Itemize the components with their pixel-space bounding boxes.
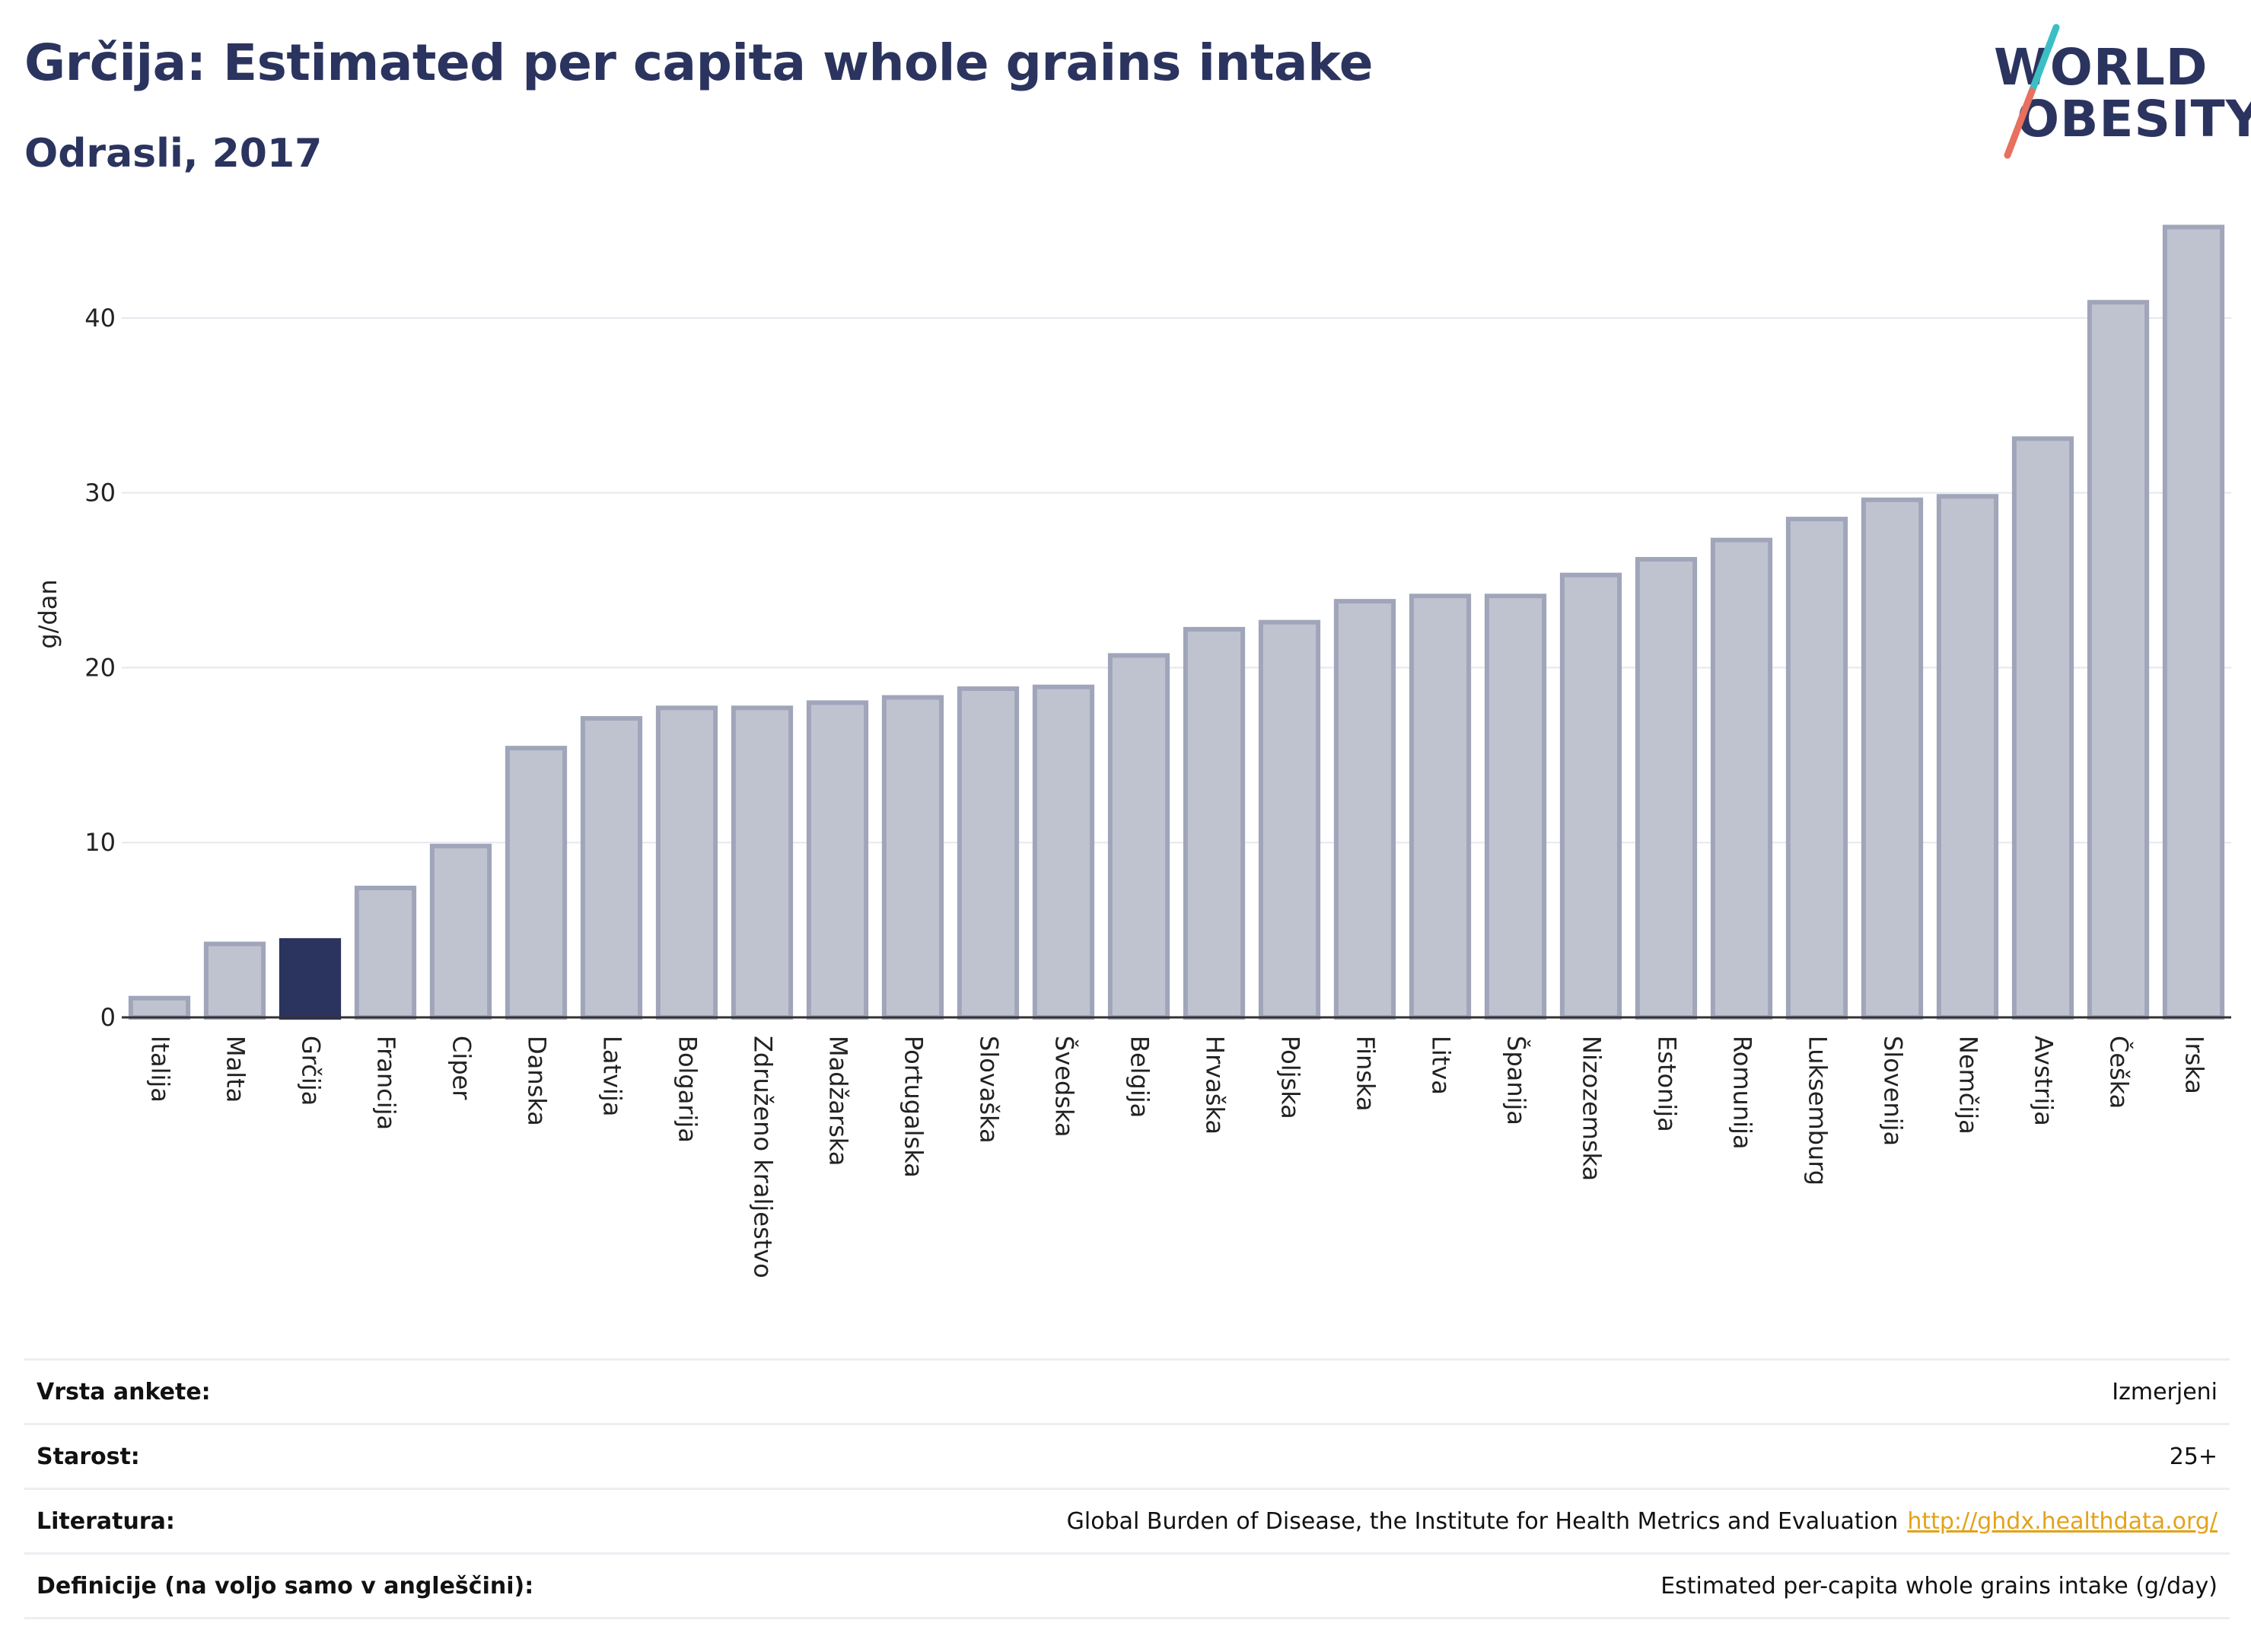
x-tick-label: Poljska (1276, 1036, 1305, 1119)
x-tick-label: Združeno kraljestvo (749, 1036, 778, 1278)
bar[interactable] (1258, 619, 1321, 1020)
x-tick-label: Hrvaška (1201, 1036, 1230, 1135)
x-tick-label: Latvija (598, 1036, 627, 1116)
x-tick-label: Nemčija (1954, 1036, 1983, 1135)
bar[interactable] (806, 700, 869, 1020)
x-tick-label: Danska (523, 1036, 552, 1126)
y-tick-label: 30 (84, 479, 116, 508)
info-label: Vrsta ankete: (37, 1378, 211, 1405)
info-row: Literatura: Global Burden of Disease, the… (24, 1488, 2230, 1552)
x-tick-label: Francija (372, 1036, 401, 1130)
x-tick-label: Grčija (297, 1036, 326, 1106)
bar[interactable] (279, 937, 342, 1020)
logo-line-2: OBESITY (2017, 90, 2251, 148)
bar[interactable] (1710, 537, 1773, 1020)
bar[interactable] (128, 995, 191, 1020)
x-tick-label: Ciper (447, 1036, 476, 1100)
bar[interactable] (505, 746, 568, 1020)
bar[interactable] (1559, 572, 1622, 1020)
info-row: Vrsta ankete: Izmerjeni (24, 1358, 2230, 1423)
bar[interactable] (957, 686, 1020, 1020)
page-subtitle: Odrasli, 2017 (24, 131, 323, 177)
y-axis-label: g/dan (33, 579, 62, 648)
x-tick-label: Bolgarija (673, 1036, 702, 1143)
info-value-wrap: Global Burden of Disease, the Institute … (1067, 1508, 2218, 1535)
x-tick-label: Švedska (1050, 1036, 1080, 1138)
x-axis-ticks: Italija Malta Grčija Francija Ciper Danska Lat… (146, 1036, 2209, 1278)
x-tick-label: Belgija (1126, 1036, 1154, 1118)
bar[interactable] (1785, 517, 1848, 1020)
x-tick-label: Španija (1502, 1036, 1532, 1125)
bar[interactable] (2011, 436, 2074, 1020)
x-tick-label: Nizozemska (1578, 1036, 1606, 1181)
bar[interactable] (1333, 599, 1396, 1020)
y-axis-ticks: 0 10 20 30 40 (84, 304, 116, 1032)
info-table: Vrsta ankete: Izmerjeni Starost: 25+ Literat… (24, 1358, 2230, 1619)
source-link[interactable]: http://ghdx.healthdata.org/ (1907, 1507, 2218, 1535)
x-tick-label: Estonija (1653, 1036, 1682, 1132)
bar[interactable] (1635, 556, 1698, 1020)
x-tick-label: Avstrija (2030, 1036, 2058, 1126)
bar[interactable] (655, 705, 718, 1020)
bar[interactable] (1183, 626, 1246, 1020)
y-tick-label: 10 (84, 828, 116, 857)
y-tick-label: 0 (100, 1003, 116, 1032)
info-value: Izmerjeni (2112, 1378, 2218, 1405)
logo-line-1: WORLD (1994, 38, 2208, 97)
info-label: Starost: (37, 1443, 140, 1470)
x-tick-label: Madžarska (824, 1036, 853, 1166)
info-row: Starost: 25+ (24, 1423, 2230, 1488)
info-value-wrap: 25+ (2170, 1444, 2218, 1470)
bar[interactable] (1484, 594, 1547, 1020)
bar[interactable] (429, 843, 492, 1020)
bar[interactable] (1032, 684, 1095, 1020)
bar[interactable] (354, 885, 417, 1020)
bar[interactable] (2087, 300, 2150, 1020)
x-tick-label: Finska (1352, 1036, 1380, 1112)
x-tick-label: Italija (146, 1036, 175, 1103)
x-tick-label: Slovenija (1879, 1036, 1908, 1146)
info-value: Estimated per-capita whole grains intake… (1660, 1572, 2218, 1599)
logo-slash-icon (2004, 24, 2060, 159)
x-tick-label: Romunija (1728, 1036, 1757, 1150)
world-obesity-logo: WORLD OBESITY (1986, 21, 2251, 166)
x-tick-label: Slovaška (975, 1036, 1004, 1144)
x-tick-label: Irska (2180, 1036, 2209, 1094)
x-tick-label: Malta (221, 1036, 250, 1103)
bar[interactable] (881, 695, 944, 1020)
x-tick-label: Češka (2105, 1036, 2135, 1109)
bars (128, 224, 2225, 1020)
bar[interactable] (731, 705, 794, 1020)
bar[interactable] (2162, 224, 2225, 1020)
info-value: 25+ (2169, 1443, 2218, 1470)
info-label: Literatura: (37, 1507, 175, 1535)
bar[interactable] (1107, 653, 1170, 1020)
bar[interactable] (580, 716, 643, 1020)
page-title: Grčija: Estimated per capita whole grain… (24, 33, 1373, 92)
info-label: Definicije (na voljo samo v angleščini): (37, 1572, 534, 1599)
y-tick-label: 20 (84, 653, 116, 682)
x-tick-label: Luksemburg (1804, 1036, 1832, 1186)
bar[interactable] (203, 941, 266, 1020)
info-value-wrap: Izmerjeni (2112, 1379, 2218, 1405)
bar[interactable] (1409, 594, 1472, 1020)
info-value: Global Burden of Disease, the Institute … (1066, 1507, 1899, 1535)
bar-chart: 0 10 20 30 40 Italija Malta Grčija Francija Cipe… (33, 224, 2231, 1278)
y-tick-label: 40 (84, 304, 116, 333)
bar[interactable] (1936, 494, 1999, 1020)
info-row: Definicije (na voljo samo v angleščini):… (24, 1552, 2230, 1619)
info-value-wrap: Estimated per-capita whole grains intake… (1660, 1573, 2218, 1599)
x-tick-label: Litva (1427, 1036, 1456, 1095)
bar[interactable] (1861, 497, 1924, 1020)
x-tick-label: Portugalska (899, 1036, 928, 1178)
